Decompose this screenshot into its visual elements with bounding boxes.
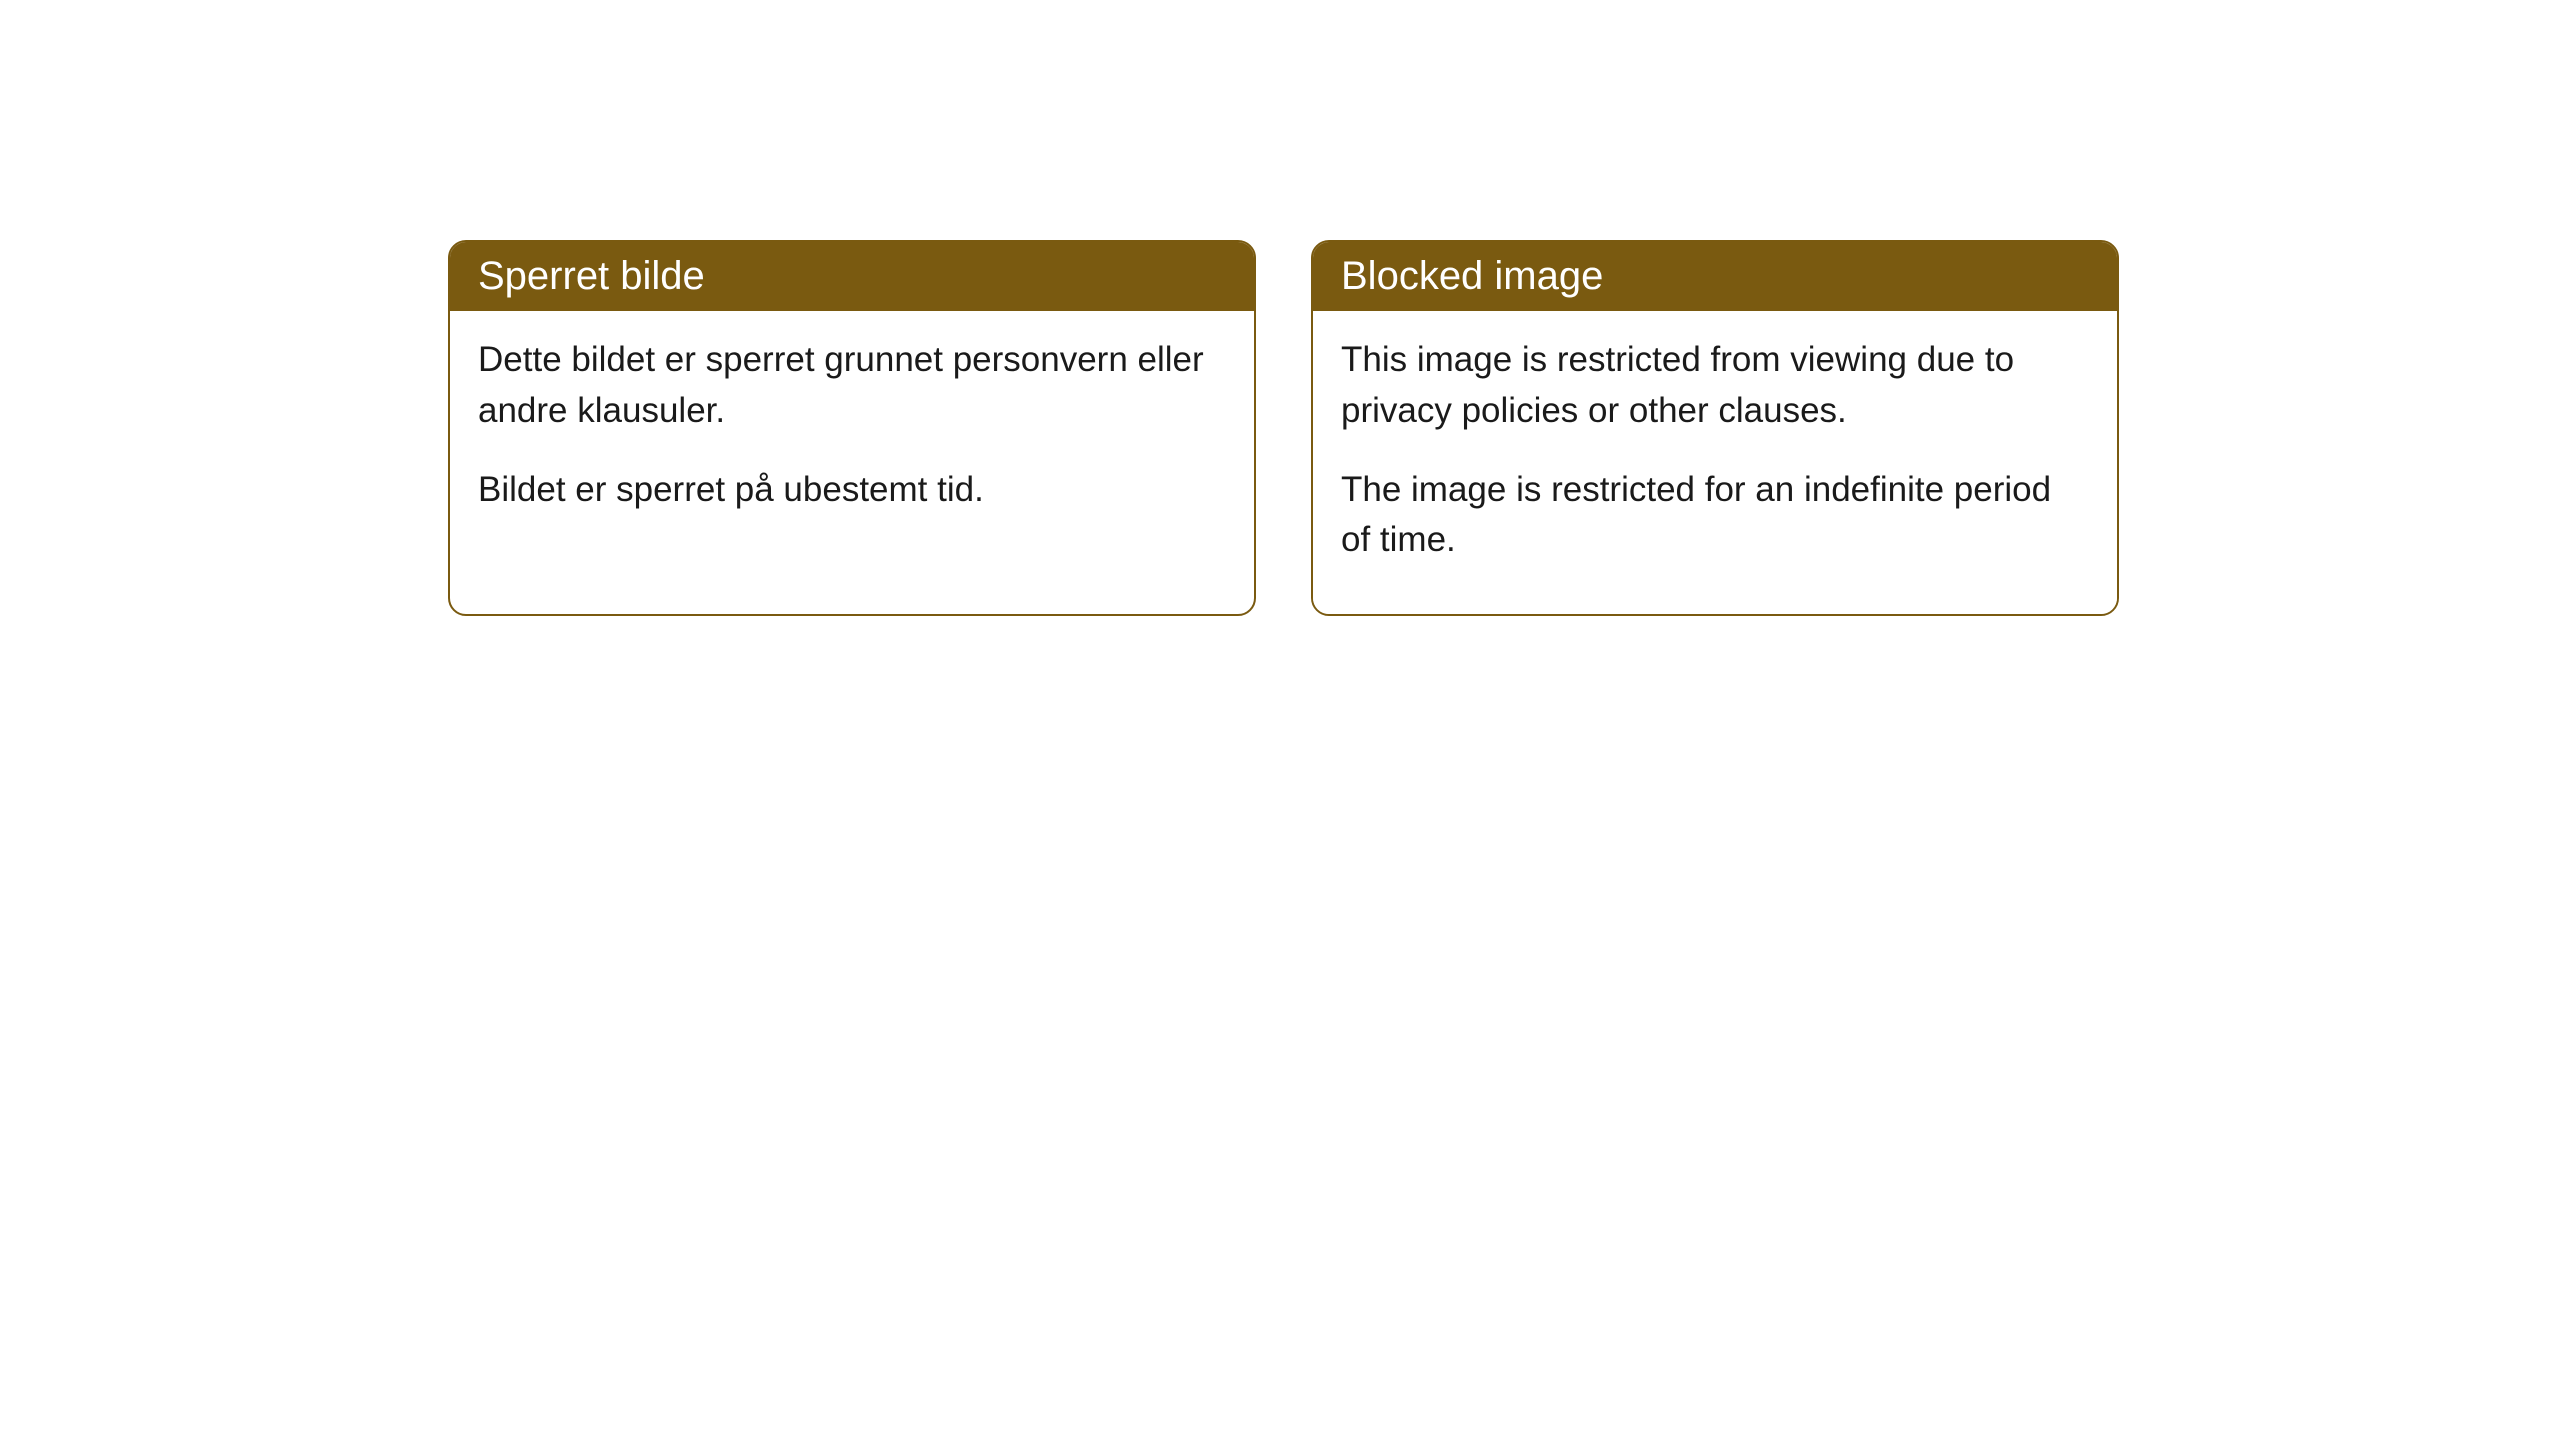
card-paragraph: This image is restricted from viewing du… (1341, 335, 2089, 437)
info-cards-container: Sperret bilde Dette bildet er sperret gr… (448, 240, 2119, 616)
card-title: Blocked image (1341, 254, 1603, 298)
card-header-english: Blocked image (1313, 242, 2117, 311)
card-body-norwegian: Dette bildet er sperret grunnet personve… (450, 311, 1254, 563)
blocked-image-card-norwegian: Sperret bilde Dette bildet er sperret gr… (448, 240, 1256, 616)
card-title: Sperret bilde (478, 254, 705, 298)
card-paragraph: The image is restricted for an indefinit… (1341, 465, 2089, 567)
card-paragraph: Dette bildet er sperret grunnet personve… (478, 335, 1226, 437)
card-body-english: This image is restricted from viewing du… (1313, 311, 2117, 614)
card-paragraph: Bildet er sperret på ubestemt tid. (478, 465, 1226, 516)
card-header-norwegian: Sperret bilde (450, 242, 1254, 311)
blocked-image-card-english: Blocked image This image is restricted f… (1311, 240, 2119, 616)
